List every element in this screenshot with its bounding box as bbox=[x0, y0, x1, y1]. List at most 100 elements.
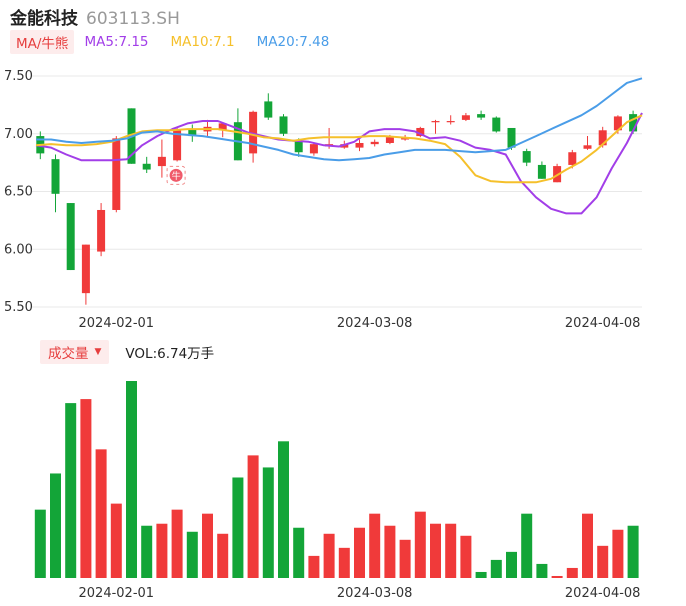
y-tick-label: 6.00 bbox=[4, 242, 33, 257]
candle bbox=[431, 119, 440, 134]
volume-readout: VOL:6.74万手 bbox=[125, 346, 215, 362]
candle-body bbox=[598, 130, 607, 146]
y-tick-label: 5.50 bbox=[4, 300, 33, 315]
volume-indicator-dropdown[interactable]: 成交量 ▼ bbox=[40, 340, 110, 364]
candle-body bbox=[188, 129, 197, 137]
caret-down-icon: ▼ bbox=[94, 347, 102, 357]
volume-bar bbox=[597, 545, 609, 578]
y-tick-label: 7.50 bbox=[4, 69, 33, 84]
volume-bar bbox=[34, 509, 46, 578]
volume-bar bbox=[338, 547, 350, 578]
bull-badge[interactable]: 牛 bbox=[166, 165, 186, 185]
bull-badge-icon: 牛 bbox=[166, 165, 186, 185]
candle bbox=[461, 112, 470, 122]
volume-bar bbox=[445, 523, 457, 578]
candle bbox=[97, 203, 106, 257]
volume-bar bbox=[186, 531, 198, 578]
ma5-line bbox=[35, 112, 643, 215]
volume-bar bbox=[627, 525, 639, 578]
volume-indicator-label: 成交量 bbox=[48, 346, 89, 362]
candle bbox=[370, 139, 379, 147]
y-tick-label: 7.00 bbox=[4, 127, 33, 142]
volume-bar bbox=[65, 403, 77, 578]
volume-bar bbox=[141, 525, 153, 578]
candle bbox=[492, 116, 501, 133]
candle bbox=[537, 161, 546, 179]
volume-bar bbox=[369, 513, 381, 578]
price-x-axis: 2024-02-01 2024-03-08 2024-04-08 bbox=[79, 316, 641, 331]
candle-body bbox=[583, 145, 592, 149]
candle bbox=[51, 154, 60, 213]
volume-bar bbox=[490, 559, 502, 578]
candle-body bbox=[613, 116, 622, 131]
volume-x-axis: 2024-02-01 2024-03-08 2024-04-08 bbox=[79, 586, 641, 601]
candle bbox=[522, 148, 531, 167]
volume-bar bbox=[80, 399, 92, 578]
volume-bar bbox=[354, 527, 365, 578]
candle-body bbox=[142, 163, 151, 170]
price-grid bbox=[32, 75, 642, 308]
candle-body bbox=[157, 156, 166, 167]
candle bbox=[112, 136, 121, 213]
y-tick-label: 6.50 bbox=[4, 185, 33, 200]
moving-average-lines bbox=[35, 77, 643, 215]
candle bbox=[188, 124, 197, 142]
candle bbox=[157, 139, 166, 178]
ma5-label: MA5:7.15 bbox=[84, 34, 149, 50]
candle bbox=[583, 136, 592, 150]
badge-frame bbox=[166, 165, 186, 185]
volume-bar bbox=[612, 529, 624, 578]
volume-bar bbox=[430, 523, 441, 578]
volume-bar bbox=[50, 473, 61, 578]
volume-bar bbox=[506, 551, 517, 578]
candle-body bbox=[385, 137, 394, 143]
ma10-label: MA10:7.1 bbox=[170, 34, 235, 50]
volume-bar bbox=[126, 381, 137, 578]
candle bbox=[81, 244, 90, 305]
volume-bar bbox=[460, 535, 472, 578]
candle bbox=[477, 110, 486, 120]
volume-bar bbox=[308, 555, 320, 578]
volume-bar bbox=[202, 513, 213, 578]
volume-bar bbox=[217, 533, 229, 578]
volume-bar bbox=[582, 513, 593, 578]
candle bbox=[446, 115, 455, 125]
volume-bar bbox=[551, 575, 563, 578]
x-tick-label: 2024-02-01 bbox=[79, 316, 155, 331]
candle-body bbox=[568, 152, 577, 165]
candle-body bbox=[629, 114, 638, 132]
candle-body bbox=[537, 164, 546, 179]
candle-body bbox=[446, 121, 455, 123]
candle-body bbox=[416, 127, 425, 137]
volume-bar bbox=[156, 523, 168, 578]
ma10-line bbox=[35, 114, 643, 184]
price-y-axis: 7.50 7.00 6.50 6.00 5.50 bbox=[4, 69, 33, 315]
volume-bar bbox=[110, 503, 122, 578]
candle bbox=[264, 93, 273, 120]
volume-bar bbox=[171, 509, 183, 578]
candle-body bbox=[294, 140, 303, 153]
ma-bull-bear-toggle[interactable]: MA/牛熊 bbox=[10, 30, 75, 54]
x-tick-label: 2024-03-08 bbox=[337, 586, 413, 601]
candle-body bbox=[431, 121, 440, 123]
candle bbox=[416, 126, 425, 138]
candle-body bbox=[97, 209, 106, 252]
stock-code: 603113.SH bbox=[86, 9, 180, 29]
candle bbox=[249, 110, 258, 163]
x-tick-label: 2024-03-08 bbox=[337, 316, 413, 331]
volume-bar bbox=[323, 533, 335, 578]
candle-body bbox=[309, 144, 318, 154]
candle-body bbox=[522, 151, 531, 163]
volume-bar bbox=[232, 477, 244, 578]
candle-body bbox=[51, 159, 60, 194]
volume-bar bbox=[475, 571, 487, 578]
stock-name: 金能科技 bbox=[10, 9, 78, 29]
candle bbox=[142, 156, 151, 174]
volume-bar bbox=[247, 455, 259, 578]
ma-legend: MA/牛熊 MA5:7.15 MA10:7.1 MA20:7.48 bbox=[10, 30, 329, 54]
volume-bar bbox=[521, 513, 533, 578]
candle bbox=[233, 108, 242, 161]
volume-bar bbox=[384, 525, 396, 578]
stock-header: 金能科技 603113.SH bbox=[10, 4, 180, 30]
